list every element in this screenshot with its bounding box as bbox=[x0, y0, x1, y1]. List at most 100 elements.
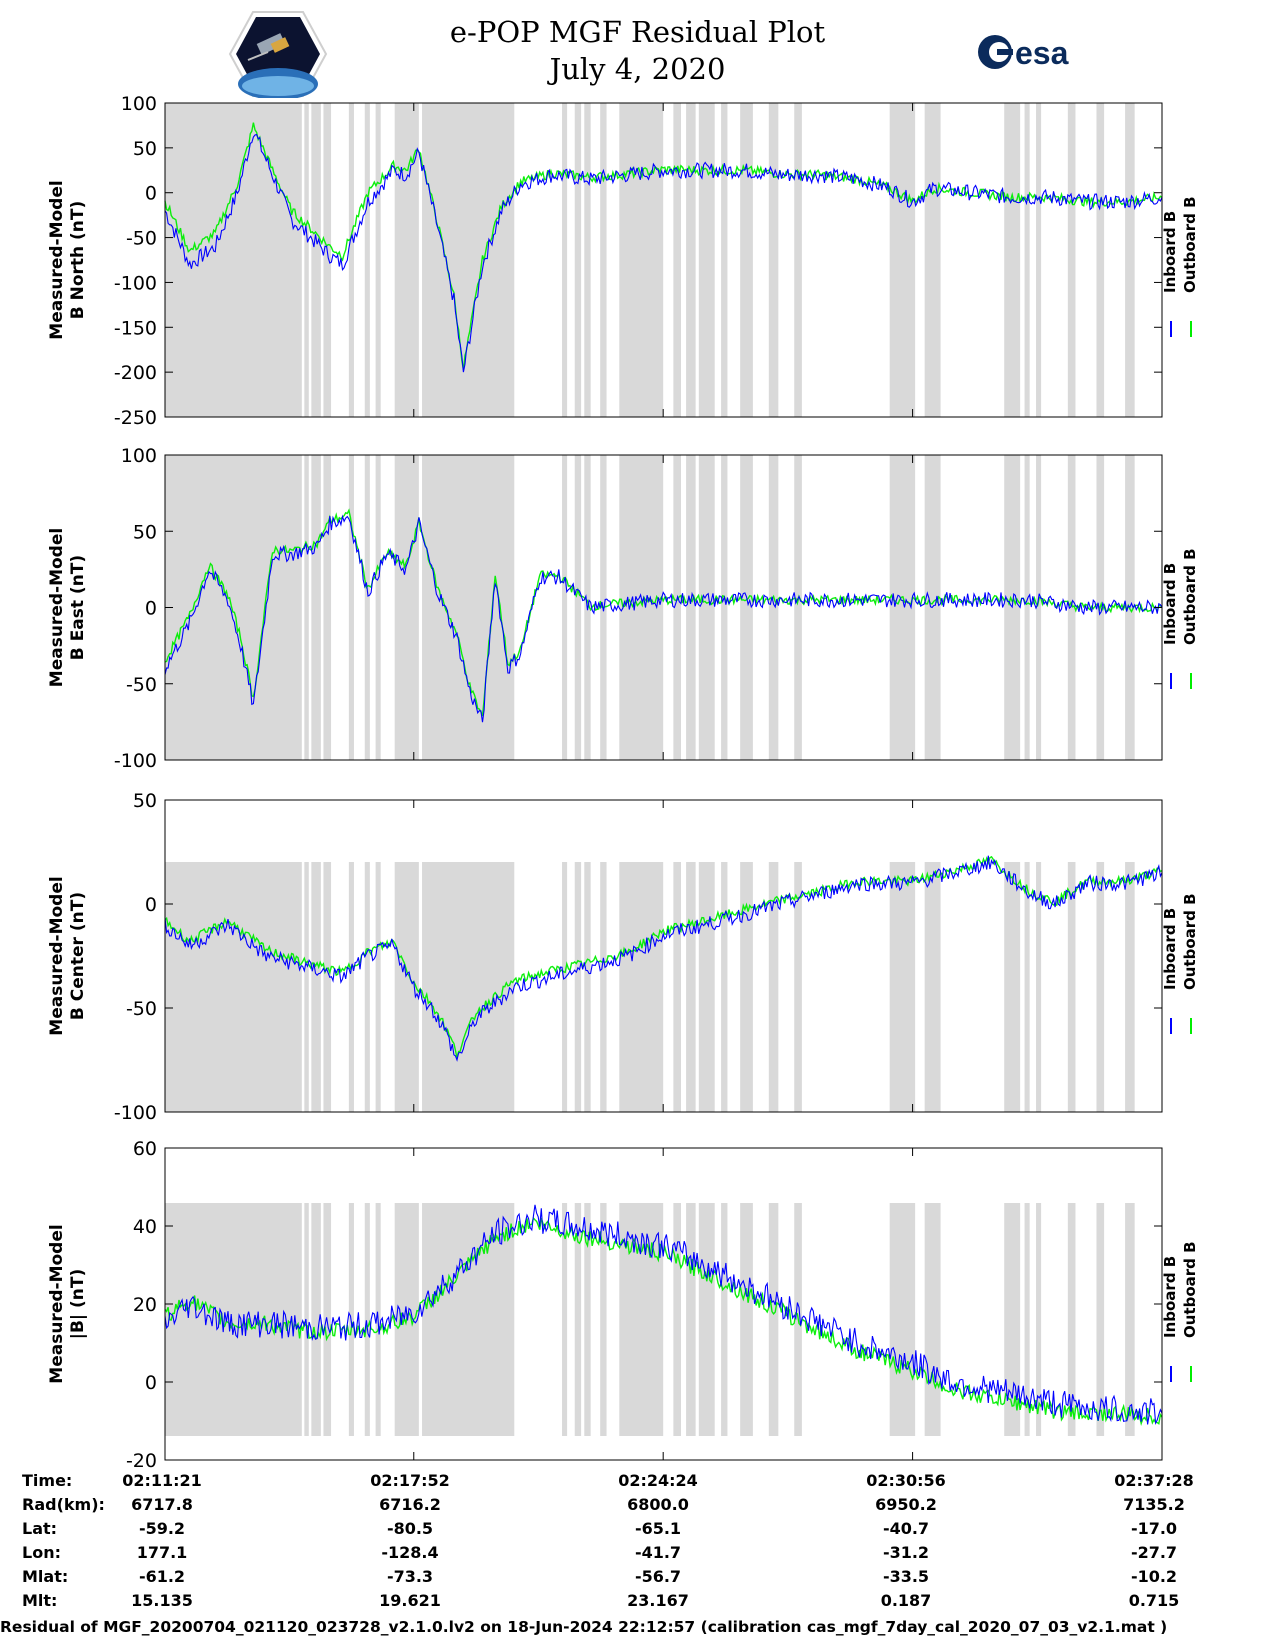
gap-shading bbox=[1036, 103, 1042, 417]
y-tick-label: -100 bbox=[114, 1102, 157, 1124]
gap-shading bbox=[600, 103, 607, 417]
y-tick-label: -20 bbox=[126, 1450, 157, 1472]
gap-shading bbox=[1096, 862, 1105, 1112]
y-axis-label-line: Measured-Model bbox=[47, 1224, 67, 1383]
series-line-inboard bbox=[164, 855, 1163, 1062]
series-line-inboard bbox=[164, 514, 1163, 723]
y-tick-label: 20 bbox=[133, 1294, 157, 1316]
gap-shading bbox=[165, 103, 302, 417]
gap-shading bbox=[673, 103, 681, 417]
gap-shading bbox=[1067, 1203, 1076, 1436]
gap-shading bbox=[1036, 1203, 1042, 1436]
gap-shading bbox=[574, 455, 582, 760]
gap-shading bbox=[768, 455, 779, 760]
gap-shading bbox=[584, 1203, 591, 1436]
gap-shading bbox=[1024, 1203, 1030, 1436]
y-axis-label-line: Measured-Model bbox=[47, 528, 67, 687]
gap-shading bbox=[394, 103, 419, 417]
gap-shading bbox=[721, 455, 728, 760]
gap-shading bbox=[686, 862, 696, 1112]
gap-shading bbox=[584, 862, 591, 1112]
gap-shading bbox=[600, 1203, 607, 1436]
gap-shading bbox=[600, 862, 607, 1112]
gap-shading bbox=[686, 1203, 696, 1436]
y-axis-label: Measured-ModelB East (nT) bbox=[47, 528, 88, 687]
gap-shading bbox=[348, 455, 354, 760]
gap-shading bbox=[1125, 1203, 1135, 1436]
gap-shading bbox=[1096, 1203, 1105, 1436]
gap-shading bbox=[311, 455, 321, 760]
gap-shading bbox=[673, 1203, 681, 1436]
gap-shading bbox=[584, 103, 591, 417]
gap-shading bbox=[165, 455, 302, 760]
gap-shading bbox=[794, 455, 802, 760]
gap-shading bbox=[574, 1203, 582, 1436]
gap-shading bbox=[562, 455, 568, 760]
series-line-outboard bbox=[164, 855, 1163, 1059]
gap-shading bbox=[1004, 862, 1021, 1112]
gap-shading bbox=[673, 862, 681, 1112]
gap-shading bbox=[1125, 103, 1135, 417]
y-tick-label: 40 bbox=[133, 1216, 157, 1238]
gap-shading bbox=[165, 862, 302, 1112]
y-axis-label-line: B North (nT) bbox=[68, 201, 88, 320]
legend-label: Inboard B bbox=[1161, 1256, 1179, 1338]
gap-shading bbox=[698, 862, 715, 1112]
y-tick-label: 50 bbox=[133, 521, 157, 543]
legend: Inboard B Outboard B bbox=[1161, 548, 1199, 689]
legend-label: Outboard B bbox=[1181, 196, 1199, 293]
y-tick-label: 0 bbox=[145, 894, 157, 916]
gap-shading bbox=[889, 1203, 916, 1436]
gap-shading bbox=[619, 455, 664, 760]
title-line-2: July 4, 2020 bbox=[549, 52, 726, 86]
cassiope-logo bbox=[228, 11, 328, 98]
gap-shading bbox=[364, 1203, 370, 1436]
y-tick-label: 0 bbox=[145, 1372, 157, 1394]
legend: Inboard B Outboard B bbox=[1161, 196, 1199, 337]
gap-shading bbox=[1067, 103, 1076, 417]
gap-shading bbox=[422, 103, 515, 417]
gap-shading bbox=[1067, 862, 1076, 1112]
legend-label: Inboard B bbox=[1161, 563, 1179, 645]
gap-shading bbox=[619, 103, 664, 417]
gap-shading bbox=[619, 862, 664, 1112]
gap-shading bbox=[348, 103, 354, 417]
series-line-inboard bbox=[164, 133, 1163, 373]
gap-shading bbox=[1036, 455, 1042, 760]
y-tick-label: 100 bbox=[121, 445, 157, 467]
gap-shading bbox=[323, 862, 332, 1112]
y-tick-label: -100 bbox=[114, 750, 157, 772]
y-axis-label-line: |B| (nT) bbox=[68, 1269, 88, 1340]
gap-shading bbox=[348, 862, 354, 1112]
gap-shading bbox=[311, 1203, 321, 1436]
legend-label: Outboard B bbox=[1181, 893, 1199, 990]
gap-shading bbox=[673, 455, 681, 760]
esa-logo-text: esa bbox=[1015, 35, 1069, 71]
gap-shading bbox=[1004, 1203, 1021, 1436]
gap-shading bbox=[686, 103, 696, 417]
y-axis-label-line: B Center (nT) bbox=[68, 892, 88, 1020]
gap-shading bbox=[924, 1203, 941, 1436]
gap-shading bbox=[422, 862, 515, 1112]
gap-shading bbox=[794, 862, 802, 1112]
gap-shading bbox=[686, 455, 696, 760]
y-tick-label: -50 bbox=[126, 228, 157, 250]
gap-shading bbox=[165, 1203, 302, 1436]
panel-3: 50 0 -50 -100 Measured-ModelB Center (nT) Inb… bbox=[47, 790, 1199, 1124]
gap-shading bbox=[304, 862, 309, 1112]
gap-shading bbox=[394, 862, 419, 1112]
gap-shading bbox=[1125, 862, 1135, 1112]
gap-shading bbox=[364, 455, 370, 760]
gap-shading bbox=[562, 862, 568, 1112]
gap-shading bbox=[1024, 103, 1030, 417]
gap-shading bbox=[311, 862, 321, 1112]
gap-shading bbox=[698, 455, 715, 760]
gap-shading bbox=[311, 103, 321, 417]
gap-shading bbox=[889, 862, 916, 1112]
y-tick-label: 50 bbox=[133, 790, 157, 812]
gap-shading bbox=[323, 103, 332, 417]
y-axis-label-line: Measured-Model bbox=[47, 180, 67, 339]
gap-shading bbox=[740, 103, 753, 417]
y-tick-label: 0 bbox=[145, 183, 157, 205]
